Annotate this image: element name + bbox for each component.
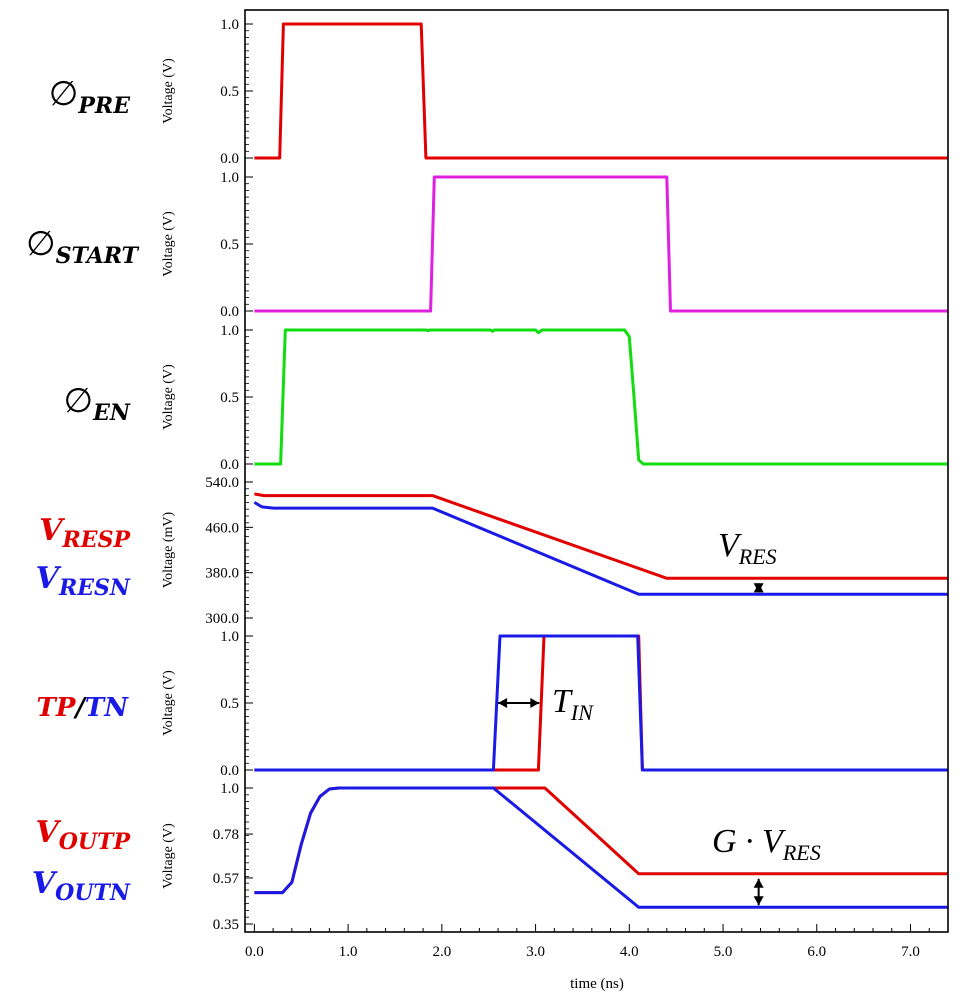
plot-border bbox=[244, 9, 949, 933]
y-tick-label: 0.0 bbox=[220, 457, 239, 473]
gap-label: G · VRES bbox=[712, 823, 821, 865]
signal-name: VOUTN bbox=[32, 866, 131, 906]
panel-res: 300.0 380.0 460.0 540.0 Voltage (mV) VRESP VRE… bbox=[36, 475, 948, 627]
y-tick-label: 0.5 bbox=[220, 390, 239, 406]
signal-name: TP/TN bbox=[36, 693, 129, 723]
series-line-res-0 bbox=[254, 492, 948, 580]
y-tick-label: 540.0 bbox=[205, 475, 239, 491]
y-axis-label: Voltage (V) bbox=[161, 364, 176, 430]
y-tick-label: 1.0 bbox=[220, 17, 239, 33]
signal-name: VRESP bbox=[39, 513, 131, 553]
y-axis-label: Voltage (V) bbox=[161, 670, 176, 736]
series-line-pre-0 bbox=[254, 22, 948, 160]
y-tick-label: 1.0 bbox=[220, 323, 239, 339]
y-tick-label: 0.0 bbox=[220, 763, 239, 779]
panels-layer: 0.0 0.5 1.0 Voltage (V) ∅PRE 0.0 0.5 1.0 Voltage… bbox=[26, 17, 948, 933]
series-line-en-0 bbox=[254, 328, 948, 466]
panel-pre: 0.0 0.5 1.0 Voltage (V) ∅PRE bbox=[49, 17, 948, 167]
series-line-tptn-1 bbox=[254, 634, 948, 772]
signal-name: VRESN bbox=[36, 561, 131, 601]
gap-arrow bbox=[753, 583, 764, 593]
panel-en: 0.0 0.5 1.0 Voltage (V) ∅EN bbox=[63, 323, 948, 473]
y-axis-label: Voltage (V) bbox=[161, 211, 176, 277]
y-tick-label: 460.0 bbox=[205, 520, 239, 536]
series-line-res-1 bbox=[253, 501, 948, 596]
x-axis-label: time (ns) bbox=[570, 976, 624, 992]
x-tick-label: 0.0 bbox=[245, 944, 264, 960]
y-tick-label: 0.78 bbox=[213, 827, 239, 843]
gap-arrow bbox=[753, 878, 764, 906]
signal-name: ∅START bbox=[26, 224, 140, 269]
delay-label: TIN bbox=[552, 683, 594, 725]
y-tick-label: 0.35 bbox=[213, 917, 239, 933]
y-axis-label: Voltage (V) bbox=[161, 823, 176, 889]
plot-frame bbox=[244, 9, 949, 933]
y-tick-label: 0.0 bbox=[220, 304, 239, 320]
y-tick-label: 1.0 bbox=[220, 781, 239, 797]
y-tick-label: 1.0 bbox=[220, 170, 239, 186]
series-line-out-1 bbox=[254, 786, 948, 909]
x-tick-label: 6.0 bbox=[807, 944, 826, 960]
x-axis: time (ns) 0.0 1.0 2.0 3.0 4.0 5.0 6.0 7.0 bbox=[245, 924, 949, 992]
x-tick-label: 2.0 bbox=[432, 944, 451, 960]
y-tick-label: 380.0 bbox=[205, 566, 239, 582]
signal-name: VOUTP bbox=[35, 815, 131, 855]
y-tick-label: 300.0 bbox=[205, 611, 239, 627]
y-tick-label: 0.57 bbox=[213, 871, 240, 887]
x-tick-label: 7.0 bbox=[901, 944, 920, 960]
y-tick-label: 0.5 bbox=[220, 237, 239, 253]
x-tick-label: 1.0 bbox=[339, 944, 358, 960]
y-tick-label: 0.5 bbox=[220, 696, 239, 712]
x-tick-label: 4.0 bbox=[620, 944, 639, 960]
y-axis-label: Voltage (mV) bbox=[161, 511, 176, 588]
panel-out: 0.35 0.57 0.78 1.0 Voltage (V) VOUTP VOUTN G · … bbox=[32, 781, 948, 933]
y-axis-label: Voltage (V) bbox=[161, 58, 176, 124]
panel-tptn: 0.0 0.5 1.0 Voltage (V) TP/TN TIN bbox=[36, 629, 948, 779]
panel-start: 0.0 0.5 1.0 Voltage (V) ∅START bbox=[26, 170, 948, 320]
y-tick-label: 0.5 bbox=[220, 84, 239, 100]
signal-name: ∅PRE bbox=[49, 74, 131, 119]
y-tick-label: 0.0 bbox=[220, 151, 239, 167]
x-tick-label: 5.0 bbox=[714, 944, 733, 960]
x-tick-label: 3.0 bbox=[526, 944, 545, 960]
y-tick-label: 1.0 bbox=[220, 629, 239, 645]
series-line-start-0 bbox=[254, 175, 948, 313]
gap-label: VRES bbox=[718, 527, 777, 569]
signal-name: ∅EN bbox=[63, 381, 130, 426]
series-line-tptn-0 bbox=[254, 634, 948, 772]
delay-arrow bbox=[498, 698, 540, 708]
